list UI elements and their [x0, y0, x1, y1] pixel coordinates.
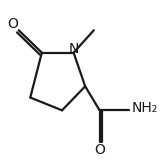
Text: O: O — [94, 143, 105, 157]
Text: O: O — [8, 17, 18, 31]
Text: N: N — [68, 42, 79, 56]
Text: NH₂: NH₂ — [131, 101, 158, 115]
